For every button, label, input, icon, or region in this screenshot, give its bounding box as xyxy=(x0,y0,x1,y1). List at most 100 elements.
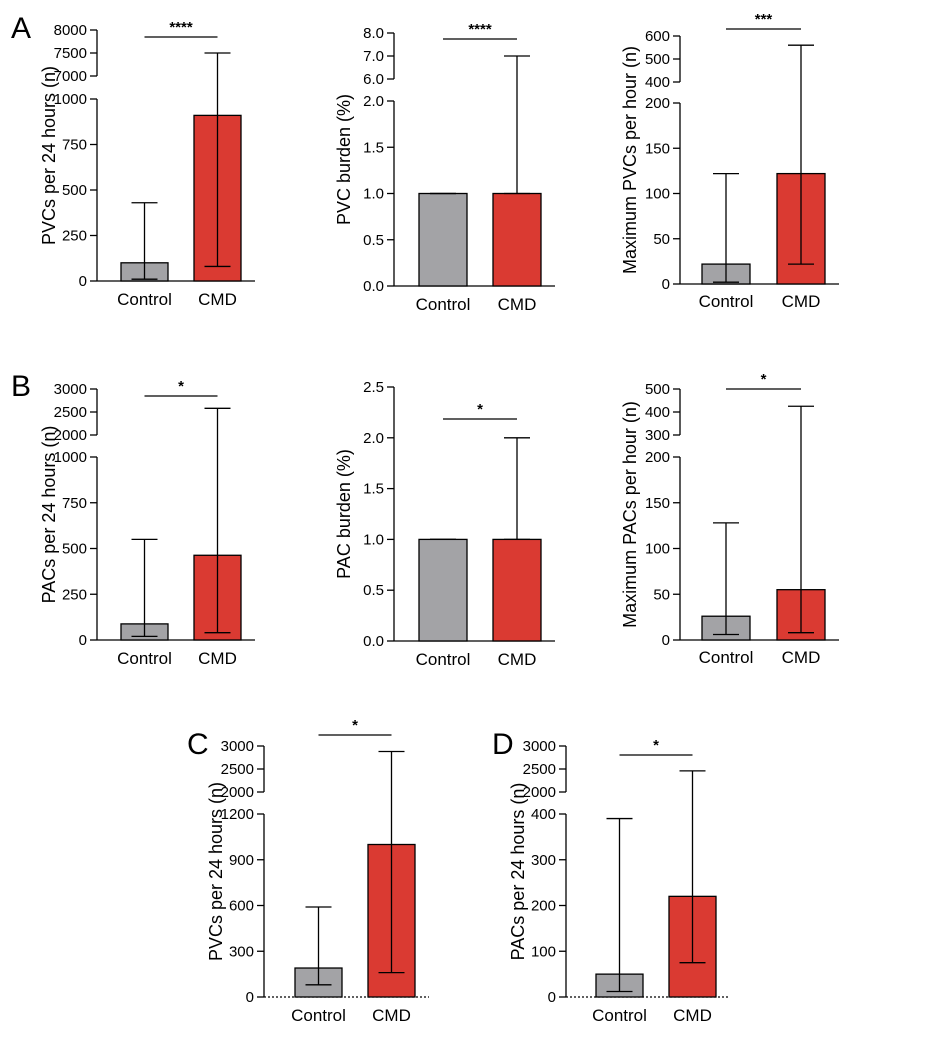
category-label: CMD xyxy=(782,292,821,311)
y-tick-label: 0.0 xyxy=(363,278,384,295)
panel-label: C xyxy=(187,728,209,761)
category-label: CMD xyxy=(198,290,237,309)
y-tick-label: 0 xyxy=(246,989,254,1006)
bar-control xyxy=(418,192,468,287)
y-axis-label: PVCs per 24 hours (n) xyxy=(39,66,59,245)
y-tick-label: 500 xyxy=(645,51,670,68)
y-axis-label: PVCs per 24 hours (n) xyxy=(206,782,226,961)
significance-label: * xyxy=(761,371,767,388)
y-tick-label: 50 xyxy=(653,586,670,603)
y-tick-label: 1200 xyxy=(221,806,254,823)
y-tick-label: 6.0 xyxy=(363,71,384,88)
category-label: Control xyxy=(291,1006,346,1025)
y-tick-label: 300 xyxy=(645,427,670,444)
y-tick-label: 150 xyxy=(645,140,670,157)
panel-label: B xyxy=(11,370,31,403)
y-tick-label: 2500 xyxy=(221,761,254,778)
chart-panel-1: A 0 250 500 750 1000 7000 7500 8000 PVCs per 24 h… xyxy=(11,12,255,309)
y-tick-label: 2000 xyxy=(221,784,254,801)
y-tick-label: 0 xyxy=(79,273,87,290)
category-label: Control xyxy=(117,290,172,309)
category-label: Control xyxy=(416,650,471,669)
y-tick-label: 2500 xyxy=(523,761,556,778)
y-tick-label: 7500 xyxy=(54,45,87,62)
y-tick-label: 400 xyxy=(645,404,670,421)
y-tick-label: 1.5 xyxy=(363,481,384,498)
y-tick-label: 100 xyxy=(645,541,670,558)
y-tick-label: 0 xyxy=(79,632,87,649)
category-label: Control xyxy=(592,1006,647,1025)
significance-label: **** xyxy=(169,19,193,36)
y-tick-label: 1000 xyxy=(54,449,87,466)
y-tick-label: 600 xyxy=(645,28,670,45)
y-tick-label: 300 xyxy=(531,852,556,869)
y-tick-label: 8000 xyxy=(54,22,87,39)
y-tick-label: 100 xyxy=(531,943,556,960)
y-tick-label: 0.5 xyxy=(363,582,384,599)
significance-label: * xyxy=(653,737,659,754)
significance-label: **** xyxy=(468,21,492,38)
y-tick-label: 7000 xyxy=(54,68,87,85)
category-label: Control xyxy=(699,648,754,667)
bar-control xyxy=(418,538,468,642)
y-tick-label: 100 xyxy=(645,186,670,203)
significance-label: * xyxy=(178,378,184,395)
y-tick-label: 0 xyxy=(548,989,556,1006)
y-tick-label: 2000 xyxy=(523,784,556,801)
significance-label: * xyxy=(352,717,358,734)
y-tick-label: 1.0 xyxy=(363,531,384,548)
y-tick-label: 900 xyxy=(229,852,254,869)
y-tick-label: 400 xyxy=(531,806,556,823)
y-axis-label: Maximum PACs per hour (n) xyxy=(620,401,640,628)
category-label: CMD xyxy=(673,1006,712,1025)
category-label: Control xyxy=(699,292,754,311)
chart-panel-3: 0 50 100 150 200 400 500 600 Maximum PVCs per ho… xyxy=(620,11,839,311)
category-label: CMD xyxy=(498,650,537,669)
y-tick-label: 3000 xyxy=(54,381,87,398)
y-tick-label: 200 xyxy=(645,449,670,466)
y-tick-label: 750 xyxy=(62,137,87,154)
y-tick-label: 250 xyxy=(62,228,87,245)
y-tick-label: 2500 xyxy=(54,404,87,421)
y-axis-label: PVC burden (%) xyxy=(334,94,354,225)
y-tick-label: 1000 xyxy=(54,91,87,108)
y-tick-label: 500 xyxy=(62,182,87,199)
y-axis-label: PACs per 24 hours (n) xyxy=(508,783,528,961)
y-tick-label: 2.0 xyxy=(363,93,384,110)
chart-panel-7: C 0 300 600 900 1200 2000 2500 3000 PVCs per 24 h… xyxy=(187,717,429,1025)
bar-cmd xyxy=(492,192,542,287)
y-tick-label: 2000 xyxy=(54,427,87,444)
panel-label: A xyxy=(11,12,31,45)
y-tick-label: 3000 xyxy=(523,738,556,755)
category-label: CMD xyxy=(372,1006,411,1025)
y-tick-label: 8.0 xyxy=(363,25,384,42)
y-tick-label: 0 xyxy=(662,276,670,293)
chart-panel-2: 0.0 0.5 1.0 1.5 2.0 6.0 7.0 8.0 PVC burden (%) Co… xyxy=(334,21,555,314)
y-tick-label: 150 xyxy=(645,495,670,512)
y-tick-label: 750 xyxy=(62,495,87,512)
category-label: CMD xyxy=(498,295,537,314)
panel-label: D xyxy=(492,728,514,761)
y-tick-label: 300 xyxy=(229,943,254,960)
y-tick-label: 500 xyxy=(62,541,87,558)
y-axis-label: PAC burden (%) xyxy=(334,449,354,579)
y-tick-label: 7.0 xyxy=(363,48,384,65)
y-tick-label: 200 xyxy=(531,898,556,915)
y-tick-label: 1.5 xyxy=(363,139,384,156)
chart-panel-4: B 0 250 500 750 1000 2000 2500 3000 PACs per 24 h… xyxy=(11,370,255,668)
y-tick-label: 50 xyxy=(653,231,670,248)
y-axis-label: PACs per 24 hours (n) xyxy=(39,426,59,604)
y-tick-label: 600 xyxy=(229,898,254,915)
bar-cmd xyxy=(492,538,542,642)
y-tick-label: 250 xyxy=(62,586,87,603)
category-label: Control xyxy=(117,649,172,668)
y-tick-label: 400 xyxy=(645,74,670,91)
chart-panel-5: 0.0 0.5 1.0 1.5 2.0 2.5 PAC burden (%) Control C… xyxy=(334,379,555,669)
category-label: CMD xyxy=(198,649,237,668)
y-tick-label: 500 xyxy=(645,381,670,398)
y-tick-label: 200 xyxy=(645,95,670,112)
y-tick-label: 3000 xyxy=(221,738,254,755)
y-tick-label: 2.5 xyxy=(363,379,384,396)
y-tick-label: 2.0 xyxy=(363,430,384,447)
